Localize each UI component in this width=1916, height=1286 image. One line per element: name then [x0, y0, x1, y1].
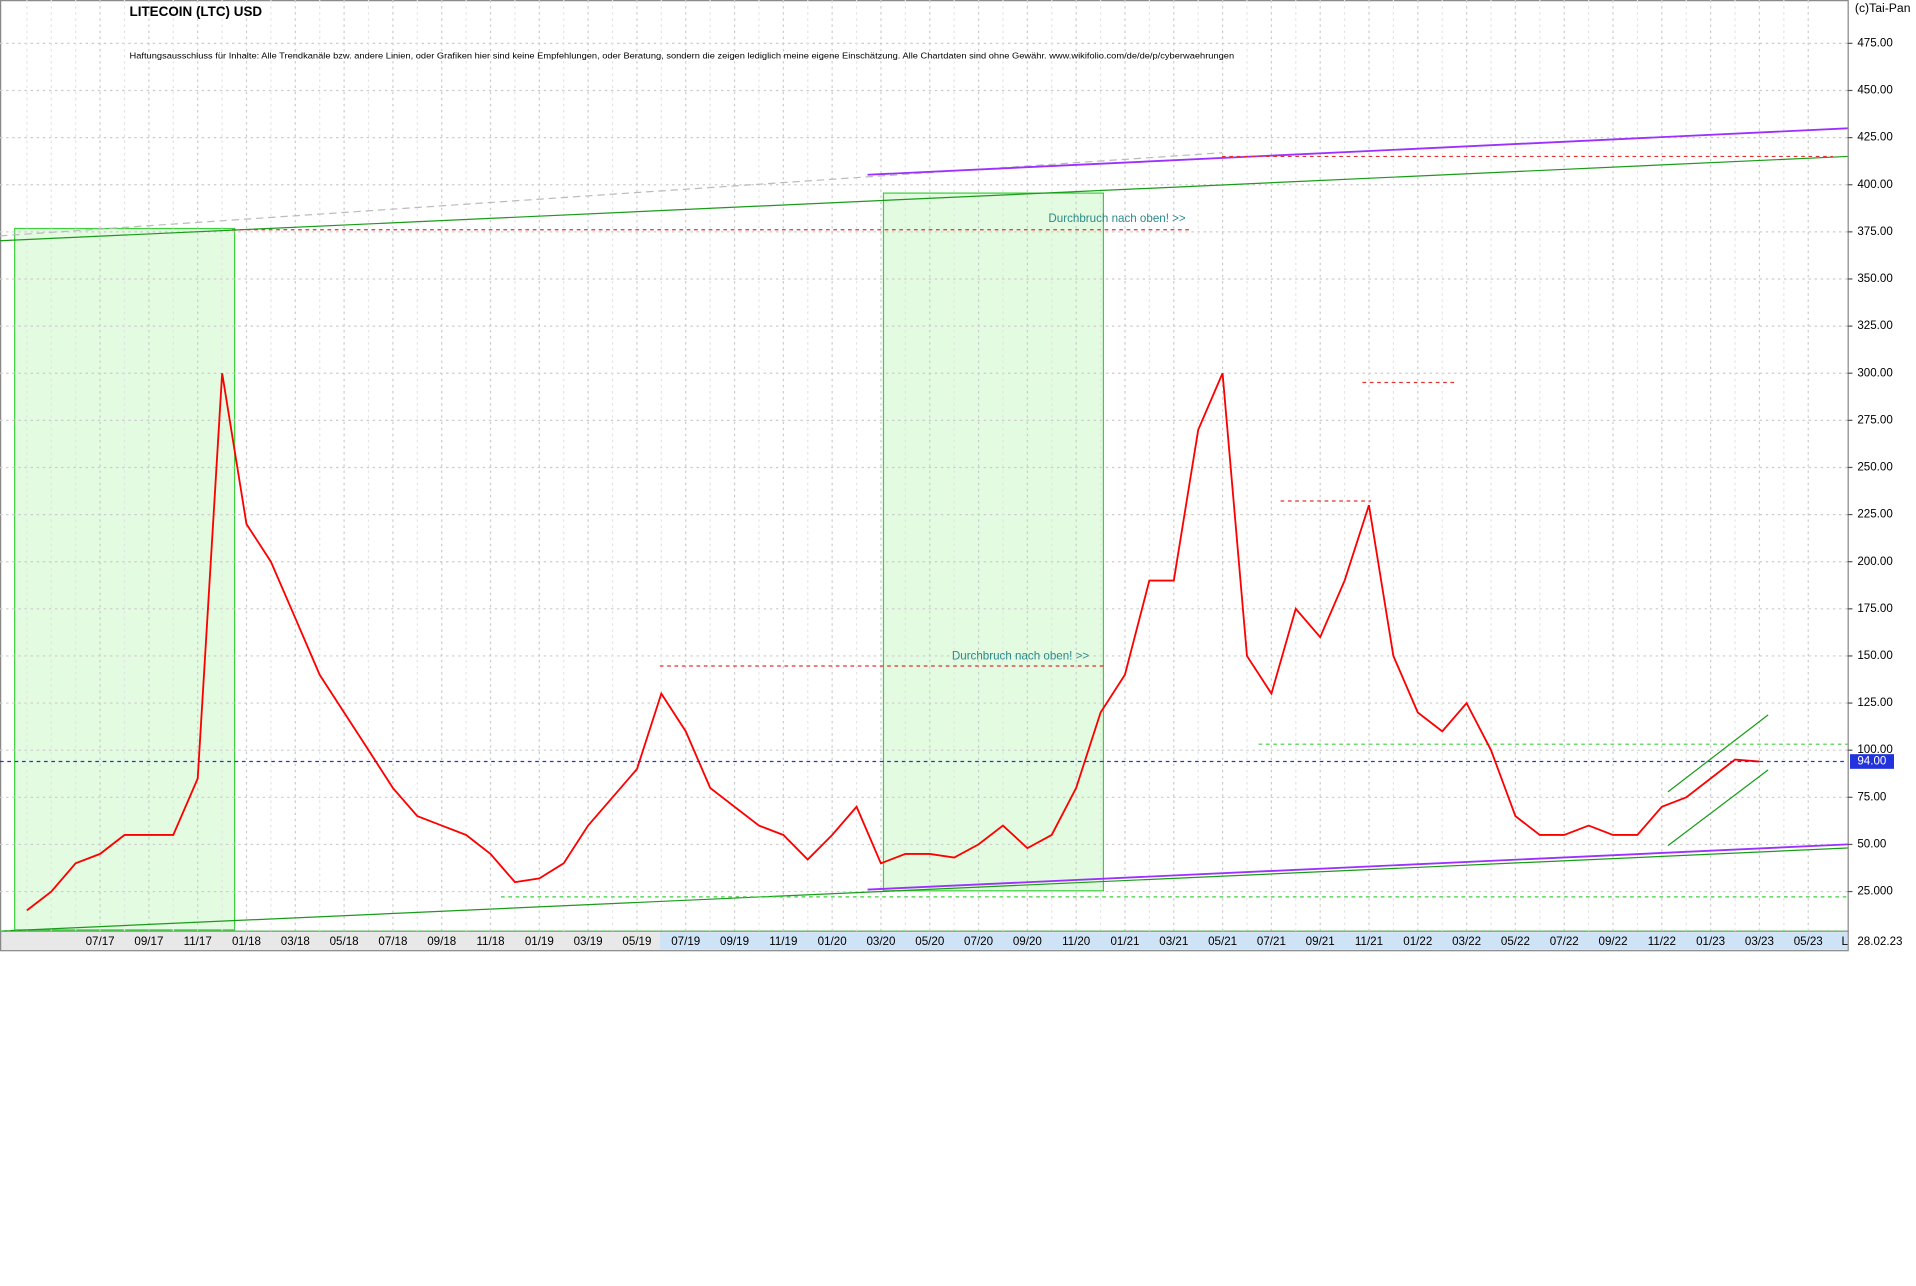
chart-subtitle: Haftungsausschluss für Inhalte: Alle Tre… — [130, 50, 1235, 60]
y-tick-label: 475.00 — [1857, 36, 1892, 49]
x-tick-label: 07/17 — [86, 935, 115, 948]
x-tick-label: 03/18 — [281, 935, 310, 948]
y-tick-label: 125.00 — [1857, 696, 1892, 709]
x-tick-label: 01/18 — [232, 935, 261, 948]
y-tick-label: 75.00 — [1857, 790, 1886, 803]
y-tick-label: 425.00 — [1857, 131, 1892, 144]
y-tick-label: 100.00 — [1857, 743, 1892, 756]
trend-line — [867, 127, 1848, 176]
highlight-box — [882, 192, 1105, 892]
date-label: 28.02.23 — [1857, 935, 1902, 948]
x-tick-label: 07/19 — [671, 935, 700, 948]
trend-line — [1667, 769, 1769, 847]
x-tick-label: 07/20 — [964, 935, 993, 948]
copyright: (c)Tai-Pan — [1855, 1, 1911, 15]
x-tick-label: 11/20 — [1062, 935, 1090, 948]
x-tick-label: 03/22 — [1452, 935, 1481, 948]
y-tick-label: 150.00 — [1857, 649, 1892, 662]
y-tick-label: 325.00 — [1857, 319, 1892, 332]
trend-line — [1667, 714, 1769, 793]
y-tick-label: 375.00 — [1857, 225, 1892, 238]
trend-line — [0, 155, 1848, 242]
y-tick-label: 200.00 — [1857, 555, 1892, 568]
chart-title: LITECOIN (LTC) USD — [130, 4, 263, 19]
x-tick-label: 01/19 — [525, 935, 554, 948]
x-tick-label: 07/21 — [1257, 935, 1286, 948]
current-price-label: 94.00 — [1857, 755, 1886, 768]
trend-line — [0, 847, 1848, 932]
x-tick-label: 11/18 — [476, 935, 504, 948]
y-tick-label: 400.00 — [1857, 178, 1892, 191]
annotation: Durchbruch nach oben! >> — [1048, 212, 1186, 225]
y-tick-label: 25.000 — [1857, 885, 1892, 898]
x-tick-label: 05/21 — [1208, 935, 1237, 948]
x-tick-label: 09/17 — [134, 935, 163, 948]
y-tick-label: 300.00 — [1857, 366, 1892, 379]
x-tick-label: 09/19 — [720, 935, 749, 948]
x-tick-label: 05/19 — [622, 935, 651, 948]
x-tick-label: 05/22 — [1501, 935, 1530, 948]
x-tick-label: 01/22 — [1403, 935, 1432, 948]
x-tick-label: 11/19 — [769, 935, 797, 948]
y-tick-label: 250.00 — [1857, 461, 1892, 474]
x-tick-label: 01/20 — [818, 935, 847, 948]
current-price-box — [1850, 754, 1895, 769]
y-tick-label: 225.00 — [1857, 508, 1892, 521]
x-tick-label: 03/19 — [574, 935, 603, 948]
x-tick-label: 09/22 — [1599, 935, 1628, 948]
x-tick-label: 11/17 — [184, 935, 212, 948]
x-tick-label: 05/18 — [330, 935, 359, 948]
x-tick-label: 05/23 — [1794, 935, 1823, 948]
y-tick-label: 175.00 — [1857, 602, 1892, 615]
x-tick-label: 03/21 — [1159, 935, 1188, 948]
x-tick-label: 07/22 — [1550, 935, 1579, 948]
x-tick-label: 03/23 — [1745, 935, 1774, 948]
highlight-box — [14, 227, 236, 931]
x-tick-label: 01/23 — [1696, 935, 1725, 948]
x-tick-label: 11/22 — [1648, 935, 1676, 948]
trend-lines — [0, 127, 1848, 932]
x-tick-label: 07/18 — [378, 935, 407, 948]
corner-label: L — [1841, 935, 1848, 948]
price-line — [26, 372, 1760, 912]
x-tick-label: 01/21 — [1110, 935, 1139, 948]
trend-line — [0, 152, 1222, 237]
x-tick-label: 03/20 — [866, 935, 895, 948]
y-tick-label: 450.00 — [1857, 84, 1892, 97]
x-tick-label: 09/18 — [427, 935, 456, 948]
x-tick-label: 05/20 — [915, 935, 944, 948]
y-tick-label: 350.00 — [1857, 272, 1892, 285]
y-tick-label: 50.00 — [1857, 837, 1886, 850]
trend-line — [867, 843, 1848, 891]
x-axis-selection — [659, 932, 1848, 950]
grid — [0, 0, 1848, 932]
x-tick-label: 09/20 — [1013, 935, 1042, 948]
y-tick-label: 275.00 — [1857, 413, 1892, 426]
x-tick-label: 11/21 — [1355, 935, 1383, 948]
annotation: Durchbruch nach oben! >> — [952, 649, 1090, 662]
x-tick-label: 09/21 — [1306, 935, 1335, 948]
